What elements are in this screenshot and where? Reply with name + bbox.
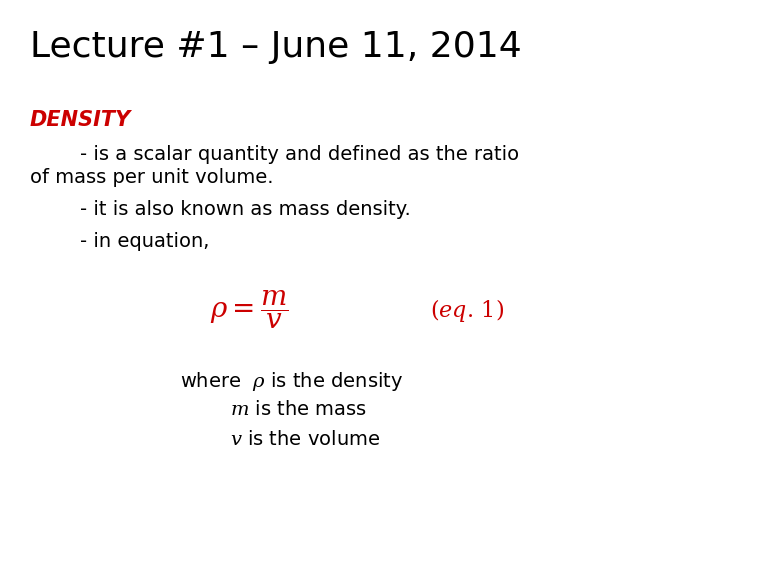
Text: - it is also known as mass density.: - it is also known as mass density.: [30, 200, 411, 219]
Text: - is a scalar quantity and defined as the ratio: - is a scalar quantity and defined as th…: [30, 145, 519, 164]
Text: - in equation,: - in equation,: [30, 232, 210, 251]
Text: Lecture #1 – June 11, 2014: Lecture #1 – June 11, 2014: [30, 30, 521, 64]
Text: of mass per unit volume.: of mass per unit volume.: [30, 168, 273, 187]
Text: $v$ is the volume: $v$ is the volume: [230, 430, 380, 449]
Text: $\rho = \dfrac{m}{v}$: $\rho = \dfrac{m}{v}$: [210, 289, 289, 331]
Text: $m$ is the mass: $m$ is the mass: [230, 400, 367, 419]
Text: where  $\rho$ is the density: where $\rho$ is the density: [180, 370, 403, 393]
Text: $(eq.\,1)$: $(eq.\,1)$: [430, 297, 504, 324]
Text: DENSITY: DENSITY: [30, 110, 131, 130]
